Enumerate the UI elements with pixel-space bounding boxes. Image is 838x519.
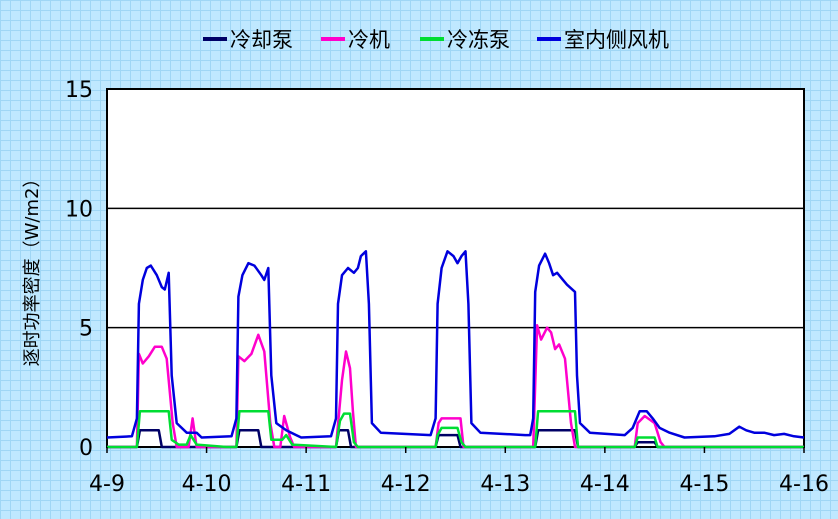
legend: 冷却泵 冷机 冷冻泵 室内侧风机 [203,28,669,52]
legend-label: 室内侧风机 [564,28,669,52]
x-tick-label: 4-15 [679,472,729,497]
x-tick-label: 4-12 [381,472,431,497]
legend-item-4: 室内侧风机 [537,28,669,52]
legend-item-1: 冷却泵 [203,28,293,52]
x-tick-label: 4-11 [281,472,331,497]
x-tick-label: 4-14 [580,472,630,497]
legend-item-2: 冷机 [321,28,390,52]
y-axis-ticks: 0 5 10 15 [65,78,93,461]
y-tick-label: 15 [65,78,93,103]
plot-area [106,88,805,448]
y-axis-label: 逐时功率密度（W/m2） [22,170,43,367]
legend-label: 冷却泵 [230,28,293,52]
y-tick-label: 10 [65,197,93,222]
legend-label: 冷冻泵 [447,28,510,52]
y-tick-label: 5 [79,317,93,342]
series-line-2 [107,324,804,449]
gridlines [107,207,804,329]
series-line-3 [107,409,804,449]
x-tick-label: 4-9 [89,472,125,497]
x-tick-label: 4-16 [779,472,829,497]
legend-label: 冷机 [348,28,390,52]
legend-item-3: 冷冻泵 [420,28,510,52]
x-axis-ticks: 4-9 4-10 4-11 4-12 4-13 4-14 4-15 4-16 [89,447,829,497]
y-tick-label: 0 [79,436,93,461]
series-layer [106,250,805,449]
x-tick-label: 4-13 [480,472,530,497]
series-line-4 [106,250,805,439]
x-tick-label: 4-10 [182,472,232,497]
